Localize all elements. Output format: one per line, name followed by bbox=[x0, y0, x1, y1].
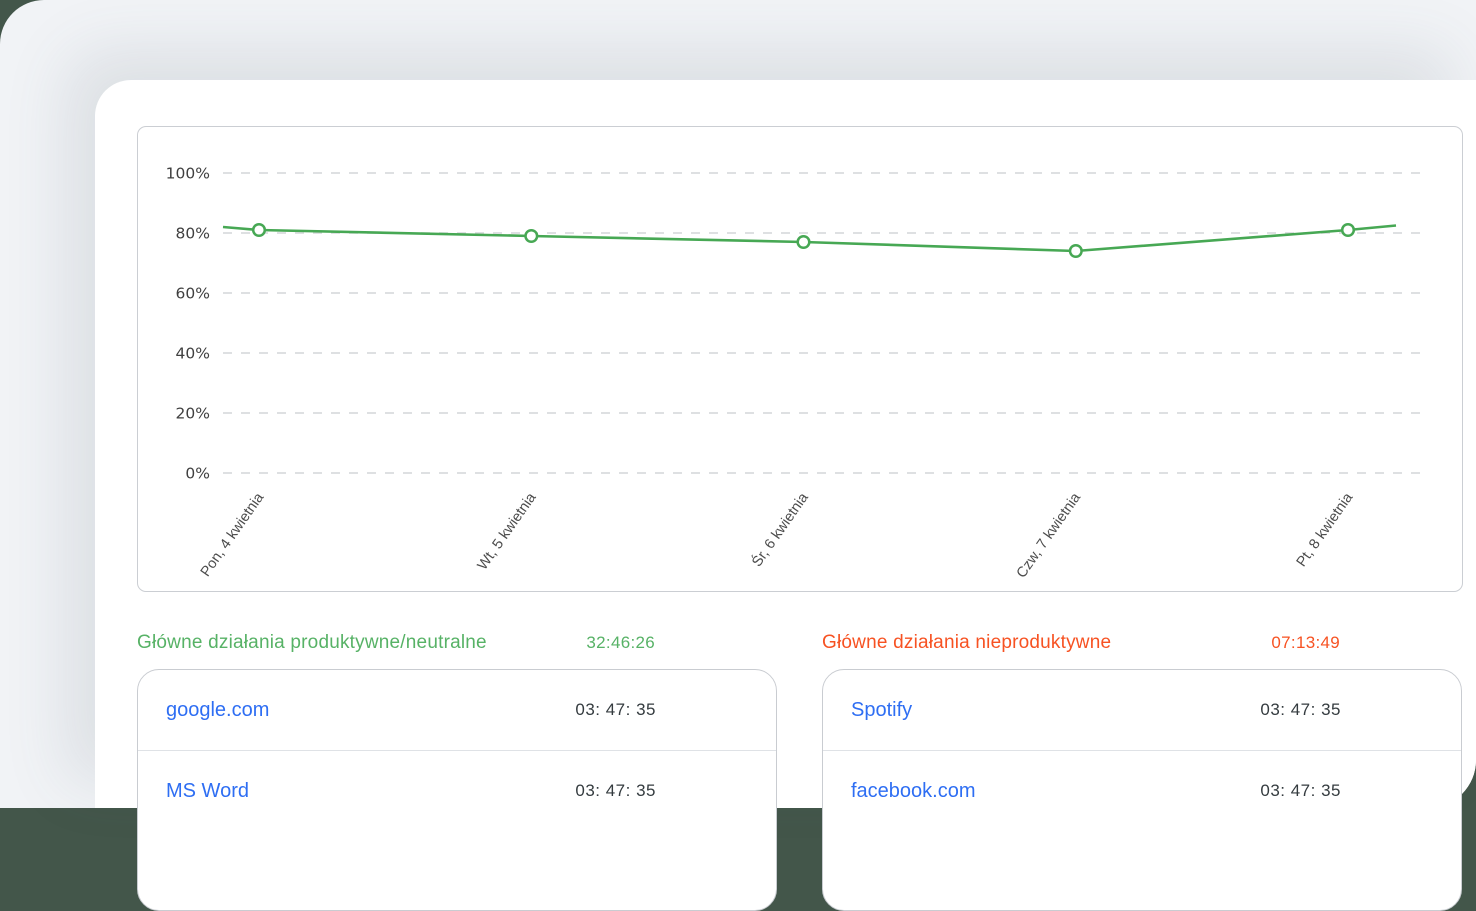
x-axis-label: Pon, 4 kwietnia bbox=[198, 489, 268, 579]
productivity-chart-panel: 100% 80% 60% 40% 20% 0% Pon, 4 kwietnia Wt, 5 k… bbox=[137, 126, 1463, 592]
chart-line bbox=[222, 224, 1397, 253]
productive-total-time: 32:46:26 bbox=[586, 633, 655, 652]
y-axis-label: 100% bbox=[166, 165, 210, 183]
activity-row: MS Word 03: 47: 35 bbox=[138, 750, 776, 831]
activity-row: Spotify 03: 47: 35 bbox=[823, 670, 1461, 750]
activity-time: 03: 47: 35 bbox=[1260, 700, 1341, 719]
x-axis-label: Czw, 7 kwietnia bbox=[1014, 489, 1085, 581]
activity-time: 03: 47: 35 bbox=[1260, 781, 1341, 800]
unproductive-activities-section: Główne działania nieproduktywne 07:13:49… bbox=[822, 632, 1462, 911]
productivity-line-chart: 100% 80% 60% 40% 20% 0% Pon, 4 kwietnia Wt, 5 k… bbox=[166, 165, 1426, 581]
y-axis-label: 60% bbox=[176, 285, 210, 303]
activity-sections: Główne działania produktywne/neutralne 3… bbox=[137, 632, 1462, 911]
y-axis-label: 0% bbox=[185, 465, 210, 483]
activity-time: 03: 47: 35 bbox=[575, 781, 656, 800]
x-axis-label: Pt, 8 kwietnia bbox=[1294, 489, 1357, 570]
unproductive-total-time: 07:13:49 bbox=[1271, 633, 1340, 652]
productive-section-header: Główne działania produktywne/neutralne 3… bbox=[137, 632, 777, 658]
data-point-marker bbox=[524, 228, 539, 244]
unproductive-section-title: Główne działania nieproduktywne bbox=[822, 632, 1112, 653]
activity-link-google[interactable]: google.com bbox=[166, 698, 270, 721]
unproductive-section-header: Główne działania nieproduktywne 07:13:49 bbox=[822, 632, 1462, 658]
productive-section-title: Główne działania produktywne/neutralne bbox=[137, 632, 487, 653]
activity-link-ms-word[interactable]: MS Word bbox=[166, 779, 249, 802]
activity-time: 03: 47: 35 bbox=[575, 700, 656, 719]
y-axis-label: 80% bbox=[176, 225, 210, 243]
dashboard-card: 100% 80% 60% 40% 20% 0% Pon, 4 kwietnia Wt, 5 k… bbox=[95, 80, 1476, 911]
activity-row: facebook.com 03: 47: 35 bbox=[823, 750, 1461, 831]
productive-activities-list: google.com 03: 47: 35 MS Word 03: 47: 35 bbox=[137, 669, 777, 911]
y-axis-label: 20% bbox=[176, 405, 210, 423]
data-point-marker bbox=[1340, 222, 1356, 238]
x-axis-label: Wt, 5 kwietnia bbox=[475, 489, 540, 573]
activity-link-spotify[interactable]: Spotify bbox=[851, 698, 913, 721]
y-axis-label: 40% bbox=[176, 345, 210, 363]
productive-activities-section: Główne działania produktywne/neutralne 3… bbox=[137, 632, 777, 911]
x-axis-label: Śr, 6 kwietnia bbox=[748, 488, 813, 570]
data-point-marker bbox=[1068, 243, 1083, 259]
activity-link-facebook[interactable]: facebook.com bbox=[851, 779, 976, 802]
activity-row: google.com 03: 47: 35 bbox=[138, 670, 776, 750]
unproductive-activities-list: Spotify 03: 47: 35 facebook.com 03: 47: … bbox=[822, 669, 1462, 911]
data-point-marker bbox=[251, 222, 267, 238]
data-point-marker bbox=[796, 234, 811, 250]
